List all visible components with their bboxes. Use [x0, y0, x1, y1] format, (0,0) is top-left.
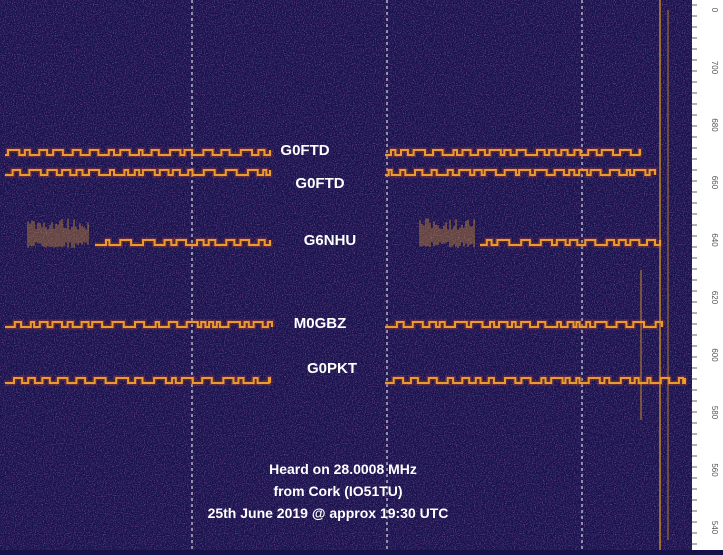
noise	[0, 0, 692, 550]
trace-glow	[480, 237, 663, 248]
trace	[95, 239, 271, 246]
scale-label: 660	[710, 176, 719, 190]
trace-glow	[5, 147, 273, 158]
scale-label: 600	[710, 348, 719, 362]
scale-label: 580	[710, 406, 719, 420]
callsign: G0FTD	[280, 142, 329, 159]
scale-label: 640	[710, 233, 719, 247]
trace-glow	[385, 147, 643, 158]
caption-line: Heard on 28.0008 MHz	[269, 461, 417, 477]
trace-glow	[5, 167, 273, 178]
callsign: M0GBZ	[294, 315, 347, 332]
trace	[385, 321, 663, 328]
trace	[385, 169, 656, 176]
scale-label: 620	[710, 291, 719, 305]
scale-label: 560	[710, 463, 719, 477]
trace-glow	[5, 319, 275, 330]
trace	[385, 149, 641, 156]
time-grid	[191, 0, 583, 550]
scale-label: 700	[710, 61, 719, 75]
callsign: G6NHU	[304, 232, 357, 249]
trace	[5, 149, 271, 156]
trace-glow	[385, 167, 658, 178]
caption-line: from Cork (IO51TU)	[273, 483, 402, 499]
trace-glow	[5, 375, 273, 386]
vertical-streaks	[640, 0, 669, 550]
signal-traces	[5, 147, 688, 386]
scale: 0 700 680 660 640 620 600 580 560 540	[692, 4, 719, 545]
trace-glow	[385, 319, 665, 330]
trace-glow	[95, 237, 273, 248]
trace	[5, 377, 271, 384]
caption-line: 25th June 2019 @ approx 19:30 UTC	[208, 505, 449, 521]
trace	[480, 239, 661, 246]
scale-label: 680	[710, 118, 719, 132]
callsign: G0PKT	[307, 360, 357, 377]
scale-label: 540	[710, 521, 719, 535]
trace	[5, 321, 273, 328]
trace	[5, 169, 271, 176]
scale-label: 0	[710, 8, 719, 13]
callsign: G0FTD	[295, 175, 344, 192]
scale-strip	[692, 0, 723, 550]
